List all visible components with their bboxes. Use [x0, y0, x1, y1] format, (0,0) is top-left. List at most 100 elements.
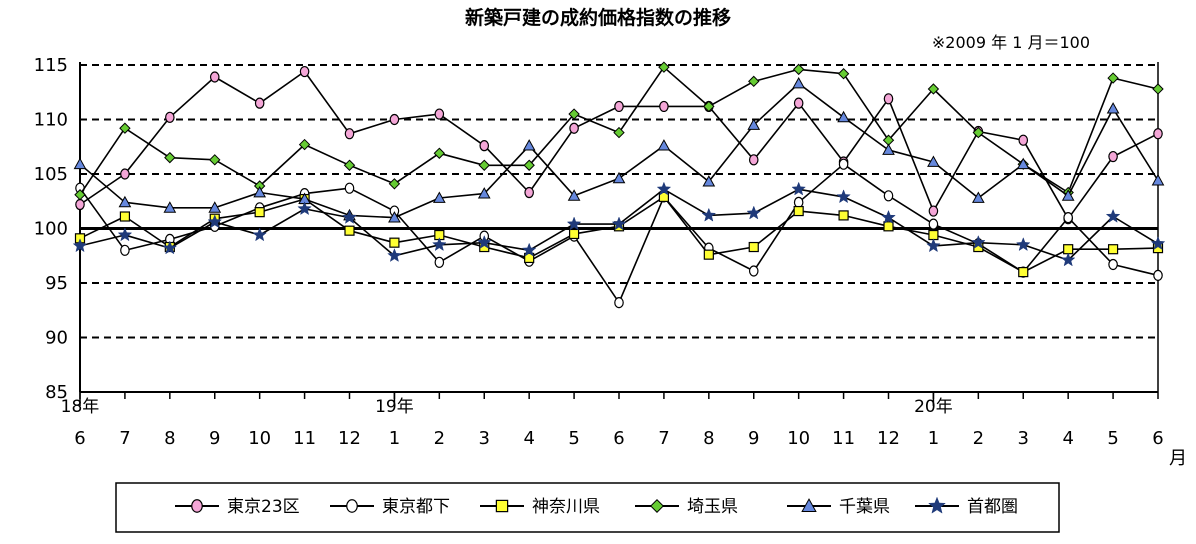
data-point	[614, 100, 624, 113]
data-point	[793, 196, 804, 208]
y-tick-label: 85	[45, 382, 68, 403]
series-line-2	[79, 196, 1159, 273]
data-point	[1105, 208, 1121, 223]
x-tick-label: 4	[1062, 428, 1073, 449]
data-point	[657, 139, 671, 151]
data-point	[971, 235, 986, 249]
data-point	[702, 175, 716, 187]
data-point	[434, 256, 445, 268]
data-point	[165, 111, 175, 123]
data-point	[882, 143, 895, 155]
data-point	[748, 265, 759, 277]
data-point	[74, 189, 86, 201]
data-point	[972, 126, 985, 139]
legend-label: 東京都下	[382, 497, 450, 517]
data-point	[791, 181, 806, 196]
data-point	[1108, 258, 1118, 271]
data-point	[838, 158, 849, 170]
data-point	[883, 93, 894, 105]
legend-label: 東京23区	[227, 497, 300, 517]
data-point	[1153, 269, 1163, 281]
data-point	[1150, 236, 1166, 250]
y-tick-label: 115	[34, 55, 68, 76]
data-point	[477, 187, 491, 199]
legend-label: 首都圏	[967, 497, 1018, 517]
data-point	[1152, 83, 1164, 95]
x-tick-label: 3	[479, 428, 490, 449]
data-point	[254, 207, 265, 218]
year-label: 20年	[914, 397, 953, 417]
data-point	[748, 241, 759, 253]
data-point	[207, 214, 223, 229]
data-point	[658, 61, 670, 73]
series-3	[74, 61, 1164, 201]
data-point	[433, 147, 446, 159]
data-point	[792, 77, 806, 89]
x-tick-label: 4	[523, 428, 534, 449]
data-point	[1016, 157, 1030, 170]
x-tick-label: 9	[748, 428, 759, 449]
x-tick-label: 7	[658, 428, 669, 449]
data-point	[299, 65, 310, 78]
x-tick-label: 7	[119, 428, 130, 449]
chart-note: ※2009 年 1 月＝100	[932, 33, 1090, 52]
data-point	[1063, 244, 1074, 255]
data-point	[748, 75, 760, 88]
axes	[79, 62, 1159, 406]
data-point	[1063, 212, 1073, 224]
data-point	[388, 211, 401, 223]
y-tick-label: 105	[34, 164, 68, 185]
data-point	[1107, 244, 1119, 255]
legend-label: 埼玉県	[687, 497, 738, 517]
data-point	[838, 210, 849, 221]
year-label: 19年	[375, 397, 414, 417]
data-point	[927, 155, 940, 167]
data-point	[613, 126, 625, 139]
data-point	[566, 216, 582, 231]
x-tick-label: 12	[338, 428, 361, 449]
data-point	[793, 205, 804, 217]
data-point	[792, 63, 805, 76]
data-point	[342, 209, 357, 224]
data-point	[1107, 72, 1119, 84]
legend-marker	[495, 499, 509, 513]
legend-marker	[191, 499, 203, 513]
x-tick-label: 3	[1018, 428, 1029, 449]
y-tick-label: 90	[45, 328, 68, 349]
data-point	[928, 205, 939, 217]
legend-marker	[346, 499, 358, 513]
data-point	[524, 186, 534, 199]
data-point	[1018, 267, 1029, 278]
data-point	[746, 205, 762, 220]
data-point	[1153, 128, 1163, 140]
x-tick-label: 2	[434, 428, 445, 449]
data-point	[523, 159, 535, 171]
data-point	[568, 108, 580, 120]
data-point	[569, 122, 579, 134]
data-point	[883, 190, 894, 202]
x-tick-label: 6	[613, 428, 624, 449]
x-tick-label: 2	[973, 428, 984, 449]
data-point	[73, 157, 87, 170]
data-point	[476, 235, 492, 249]
data-point	[926, 238, 941, 253]
data-point	[1015, 237, 1031, 252]
data-point	[119, 122, 131, 134]
data-point	[209, 154, 221, 166]
data-point	[1061, 189, 1075, 201]
data-point	[883, 221, 894, 232]
data-point	[1151, 174, 1165, 186]
data-point	[611, 216, 627, 231]
legend-label: 千葉県	[839, 497, 890, 517]
legend: 東京23区 東京都下 神奈川県 埼玉県 千葉県 首都圏	[115, 482, 1060, 533]
x-tick-label: 10	[787, 428, 810, 449]
series-2	[74, 191, 1164, 278]
data-point	[389, 237, 400, 248]
data-point	[117, 227, 133, 242]
data-point	[1106, 102, 1120, 114]
data-point	[75, 198, 85, 211]
data-point	[748, 154, 759, 166]
data-point	[703, 249, 714, 260]
data-point	[522, 139, 536, 151]
